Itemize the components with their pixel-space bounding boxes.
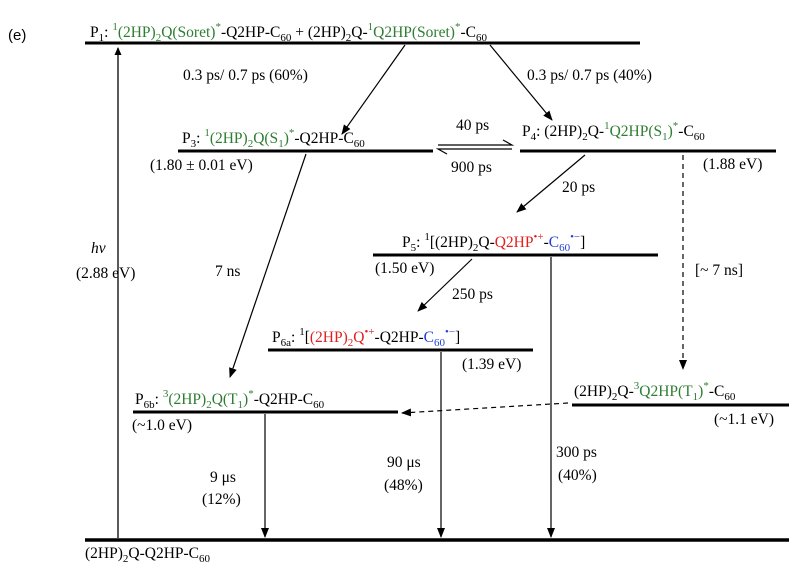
label-p1-p3: 0.3 ps/ 0.7 ps (60%) [183,67,308,84]
state-p3-energy: (1.80 ± 0.01 eV) [150,157,253,174]
label-p6b-ground-time: 9 μs [210,469,236,486]
label-p1-p4: 0.3 ps/ 0.7 ps (40%) [527,67,652,84]
label-p4-triplet: [~ 7 ns] [695,262,743,279]
label-p6a-ground-yield: (48%) [384,477,423,494]
arrow-p3-p4 [438,139,515,146]
label-p6a-ground-time: 90 μs [387,454,421,471]
label-excitation-energy: (2.88 eV) [76,265,135,282]
label-p6b-ground-yield: (12%) [202,491,241,508]
state-ground-label: (2HP)2Q-Q2HP-C60 [85,545,211,565]
label-p4-p3: 900 ps [451,159,492,176]
state-triplet-label: (2HP)2Q-3Q2HP(T1)*-C60 [574,380,736,403]
state-p4-energy: (1.88 eV) [703,156,762,173]
arrow-p5-p6a [417,258,473,312]
arrow-p3-p6b [229,153,307,378]
arrow-p4-p3 [435,148,512,155]
panel-label: (e) [8,27,26,44]
state-p4-label: P4: (2HP)2Q-1Q2HP(S1)*-C60 [522,120,705,143]
arrow-p4-p5 [516,154,586,213]
state-p6a-label: P6a: 1[(2HP)2Q•+-Q2HP-C60•−] [272,326,460,349]
label-p5-ground-yield: (40%) [558,467,597,484]
state-triplet-energy: (~1.1 eV) [714,411,774,428]
state-p6b-energy: (~1.0 eV) [132,417,192,434]
arrow-p1-p4 [489,44,553,121]
state-p3-label: P3: 1(2HP)2Q(S1)*-Q2HP-C60 [182,127,365,150]
arrow-triplet-p6b [401,402,569,417]
label-p5-ground-time: 300 ps [556,444,597,461]
state-p6b-label: P6b: 3(2HP)2Q(T1)*-Q2HP-C60 [135,388,325,411]
state-p1-label: P1: 1(2HP)2Q(Soret)*-Q2HP-C60 + (2HP)2Q-… [90,21,487,44]
label-p4-p5: 20 ps [562,179,595,196]
label-p3-p4: 40 ps [456,117,489,134]
arrow-p1-p3 [341,44,406,135]
state-p5-energy: (1.50 eV) [375,260,434,277]
state-p5-label: P5: 1[(2HP)2Q-Q2HP•+-C60•−] [402,231,585,254]
state-p6a-energy: (1.39 eV) [462,356,521,373]
label-excitation: hν [91,240,106,257]
label-p5-p6a: 250 ps [452,286,493,303]
label-p3-p6b: 7 ns [215,263,240,280]
